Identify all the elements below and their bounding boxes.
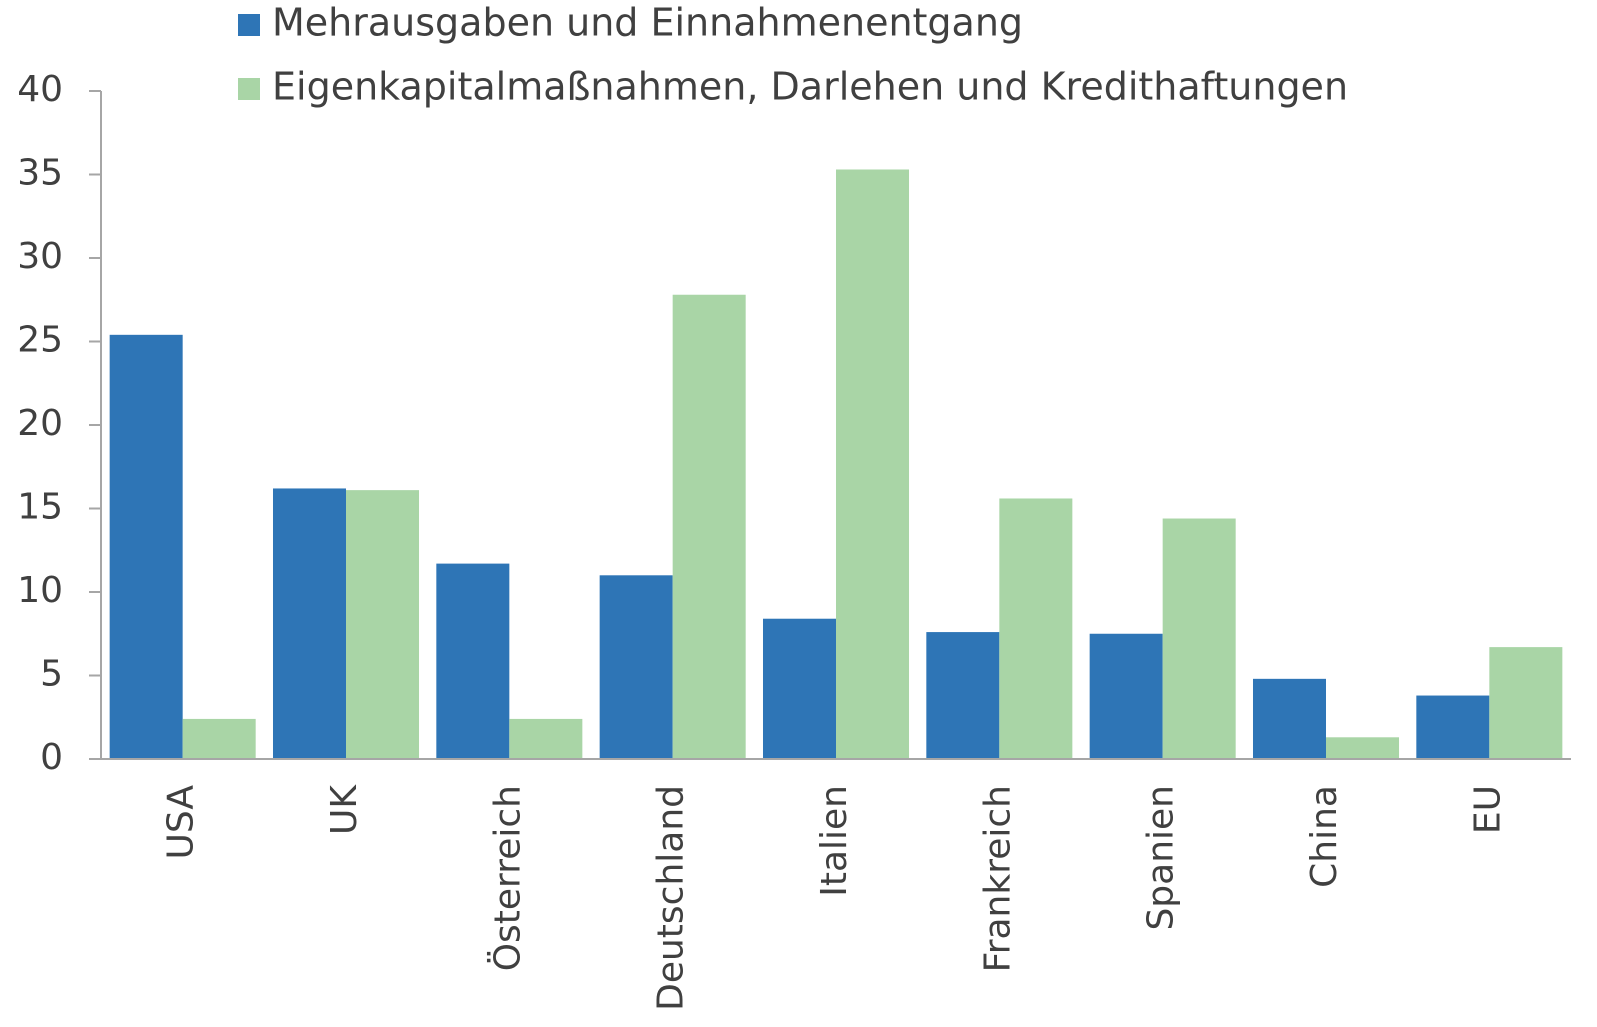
y-tick-label: 15 [17, 487, 63, 528]
bar [1326, 737, 1400, 759]
x-tick-label: USA [161, 785, 202, 860]
bar [272, 488, 346, 759]
y-tick-label: 20 [17, 403, 63, 444]
bar [1089, 633, 1163, 759]
bar [1252, 678, 1326, 759]
y-tick-label: 5 [40, 654, 63, 695]
x-tick-label: Deutschland [651, 785, 692, 1011]
x-tick-label: UK [324, 784, 365, 835]
y-tick-label: 25 [17, 320, 63, 361]
x-tick-label: EU [1467, 785, 1508, 834]
bar [672, 294, 746, 759]
bar [999, 498, 1073, 759]
bar [1489, 647, 1563, 759]
x-tick-label: Italien [814, 785, 855, 897]
bar [1162, 518, 1236, 759]
x-tick-label: China [1304, 785, 1345, 888]
bar [926, 632, 1000, 759]
x-tick-label: Österreich [486, 785, 528, 971]
y-tick-label: 0 [40, 737, 63, 778]
x-tick-label: Spanien [1141, 785, 1182, 931]
bar [109, 334, 183, 759]
bar [836, 169, 910, 760]
bar [182, 718, 256, 759]
legend-label: Mehrausgaben und Einnahmenentgang [272, 1, 1023, 45]
bar [509, 718, 583, 759]
legend-swatch [238, 14, 260, 36]
bar [1416, 695, 1490, 759]
legend-label: Eigenkapitalmaßnahmen, Darlehen und Kred… [272, 65, 1348, 109]
y-tick-label: 40 [17, 69, 63, 110]
x-tick-label: Frankreich [977, 785, 1018, 972]
bar [436, 563, 510, 759]
y-tick-label: 35 [17, 153, 63, 194]
y-tick-label: 30 [17, 236, 63, 277]
bar [346, 490, 420, 759]
bar [599, 575, 673, 759]
legend-swatch [238, 78, 260, 100]
y-tick-label: 10 [17, 570, 63, 611]
bar [762, 618, 836, 759]
